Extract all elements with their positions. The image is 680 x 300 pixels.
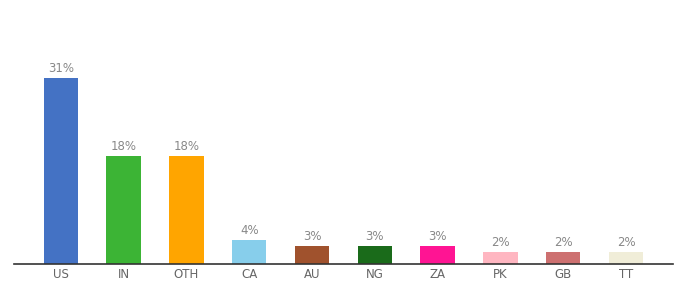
Text: 3%: 3% xyxy=(366,230,384,243)
Bar xyxy=(106,156,141,264)
Text: 3%: 3% xyxy=(428,230,447,243)
Bar xyxy=(420,246,455,264)
Bar xyxy=(232,240,267,264)
Text: 3%: 3% xyxy=(303,230,321,243)
Text: 2%: 2% xyxy=(491,236,510,249)
Bar xyxy=(44,78,78,264)
Bar xyxy=(483,252,517,264)
Text: 2%: 2% xyxy=(617,236,635,249)
Bar xyxy=(294,246,329,264)
Bar xyxy=(169,156,204,264)
Text: 18%: 18% xyxy=(173,140,199,153)
Bar xyxy=(609,252,643,264)
Bar xyxy=(546,252,581,264)
Text: 4%: 4% xyxy=(240,224,258,237)
Text: 18%: 18% xyxy=(111,140,137,153)
Text: 2%: 2% xyxy=(554,236,573,249)
Text: 31%: 31% xyxy=(48,62,74,75)
Bar xyxy=(358,246,392,264)
